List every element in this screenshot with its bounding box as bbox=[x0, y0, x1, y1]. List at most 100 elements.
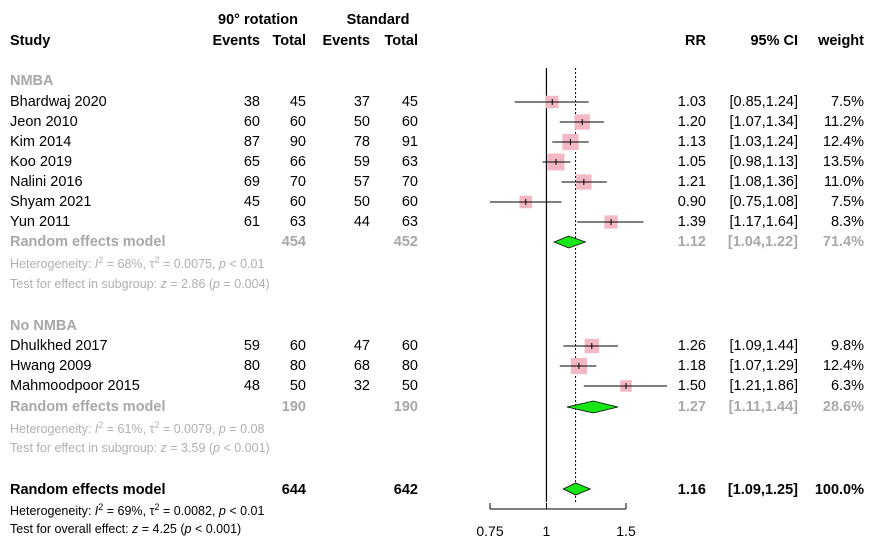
ci-value: [1.07,1.34] bbox=[729, 114, 798, 130]
model-label: Random effects model bbox=[10, 399, 166, 415]
x-tick-label: 0.75 bbox=[476, 523, 503, 539]
total2-value: 80 bbox=[401, 358, 418, 374]
z-value: 4.25 bbox=[152, 522, 177, 536]
ci-value: [1.17,1.64] bbox=[729, 214, 798, 230]
events1-header: Events bbox=[212, 33, 260, 49]
total1-value: 60 bbox=[289, 114, 306, 130]
study-label: Yun 2011 bbox=[10, 214, 71, 230]
ci-value: [1.09,1.44] bbox=[729, 338, 798, 354]
total2-header: Total bbox=[384, 33, 418, 49]
study-label: Dhulkhed 2017 bbox=[10, 338, 108, 354]
heterogeneity-note: Heterogeneity: I2 = 68%, τ2 = 0.0075, p … bbox=[10, 254, 265, 271]
summary-diamond bbox=[553, 235, 587, 249]
z-value: 2.86 bbox=[181, 277, 206, 291]
i2-value: 69% bbox=[117, 504, 143, 518]
heterogeneity-note: Heterogeneity: I2 = 61%, τ2 = 0.0079, p … bbox=[10, 419, 265, 436]
total1-value: 66 bbox=[289, 154, 306, 170]
ci-value: [1.21,1.86] bbox=[729, 378, 798, 394]
events1-value: 69 bbox=[243, 174, 260, 190]
i2-value: 68% bbox=[117, 257, 143, 271]
study-label: Koo 2019 bbox=[10, 154, 73, 170]
ci-value: [1.11,1.44] bbox=[728, 399, 798, 415]
events2-value: 32 bbox=[353, 378, 370, 394]
study-label: Kim 2014 bbox=[10, 134, 72, 150]
p-value: < 0.001 bbox=[194, 522, 238, 536]
events1-value: 65 bbox=[243, 154, 260, 170]
rr-value: 1.18 bbox=[677, 358, 706, 374]
rr-value: 1.16 bbox=[677, 482, 706, 498]
events1-value: 59 bbox=[243, 338, 260, 354]
total2-value: 642 bbox=[393, 482, 418, 498]
total2-value: 452 bbox=[393, 234, 418, 250]
i2-value: 61% bbox=[117, 422, 143, 436]
model-label: Random effects model bbox=[10, 482, 166, 498]
events1-value: 87 bbox=[243, 134, 260, 150]
ci-header: 95% CI bbox=[750, 33, 798, 49]
rr-value: 1.05 bbox=[677, 154, 706, 170]
events2-value: 50 bbox=[353, 114, 370, 130]
rr-value: 1.26 bbox=[677, 338, 706, 354]
weight-value: 8.3% bbox=[830, 214, 864, 230]
events2-value: 47 bbox=[353, 338, 370, 354]
total1-value: 60 bbox=[289, 338, 306, 354]
study-label: Bhardwaj 2020 bbox=[10, 94, 107, 110]
study-column-header: Study bbox=[10, 33, 51, 49]
events1-value: 45 bbox=[243, 194, 260, 210]
subgroup-title: No NMBA bbox=[10, 318, 77, 334]
ci-value: [1.03,1.24] bbox=[729, 134, 798, 150]
ci-value: [1.09,1.25] bbox=[727, 482, 798, 498]
total1-value: 63 bbox=[289, 214, 306, 230]
summary-diamond bbox=[562, 482, 592, 496]
total2-value: 60 bbox=[401, 194, 418, 210]
ci-value: [1.04,1.22] bbox=[727, 234, 798, 250]
total1-value: 60 bbox=[289, 194, 306, 210]
total1-value: 190 bbox=[281, 399, 306, 415]
weight-value: 9.8% bbox=[830, 338, 864, 354]
events2-value: 59 bbox=[353, 154, 370, 170]
total2-value: 60 bbox=[401, 338, 418, 354]
tau2-value: 0.0075 bbox=[173, 257, 212, 271]
weight-value: 100.0% bbox=[814, 482, 864, 498]
total2-value: 63 bbox=[401, 154, 418, 170]
rr-value: 1.13 bbox=[677, 134, 706, 150]
total1-value: 70 bbox=[289, 174, 306, 190]
rr-value: 1.20 bbox=[677, 114, 706, 130]
weight-header: weight bbox=[818, 33, 864, 49]
overall-test-note: Test for overall effect: z = 4.25 (p < 0… bbox=[10, 522, 242, 536]
events2-value: 68 bbox=[353, 358, 370, 374]
total1-header: Total bbox=[272, 33, 306, 49]
p-value: 0.004 bbox=[234, 277, 266, 291]
group1-header: 90° rotation bbox=[218, 12, 298, 28]
ci-value: [1.07,1.29] bbox=[729, 358, 798, 374]
events2-header: Events bbox=[322, 33, 370, 49]
weight-value: 13.5% bbox=[822, 154, 864, 170]
tau2-value: 0.0082 bbox=[173, 504, 212, 518]
rr-value: 1.50 bbox=[677, 378, 706, 394]
rr-value: 1.21 bbox=[677, 174, 706, 190]
weight-value: 12.4% bbox=[822, 134, 864, 150]
weight-value: 12.4% bbox=[822, 358, 864, 374]
total2-value: 63 bbox=[401, 214, 418, 230]
events1-value: 61 bbox=[243, 214, 260, 230]
total2-value: 190 bbox=[393, 399, 418, 415]
total2-value: 60 bbox=[401, 114, 418, 130]
total2-value: 45 bbox=[401, 94, 418, 110]
study-label: Hwang 2009 bbox=[10, 358, 92, 374]
weight-value: 71.4% bbox=[822, 234, 864, 250]
weight-value: 28.6% bbox=[822, 399, 864, 415]
p-value: < 0.01 bbox=[229, 504, 265, 518]
study-label: Mahmoodpoor 2015 bbox=[10, 378, 140, 394]
rr-value: 1.39 bbox=[677, 214, 706, 230]
total2-value: 50 bbox=[401, 378, 418, 394]
weight-value: 11.2% bbox=[823, 114, 864, 130]
total1-value: 80 bbox=[289, 358, 306, 374]
total1-value: 454 bbox=[281, 234, 306, 250]
ci-value: [0.75,1.08] bbox=[729, 194, 798, 210]
ci-value: [1.08,1.36] bbox=[729, 174, 798, 190]
events2-value: 44 bbox=[353, 214, 370, 230]
total1-value: 90 bbox=[289, 134, 306, 150]
rr-value: 1.12 bbox=[677, 234, 706, 250]
events1-value: 80 bbox=[243, 358, 260, 374]
